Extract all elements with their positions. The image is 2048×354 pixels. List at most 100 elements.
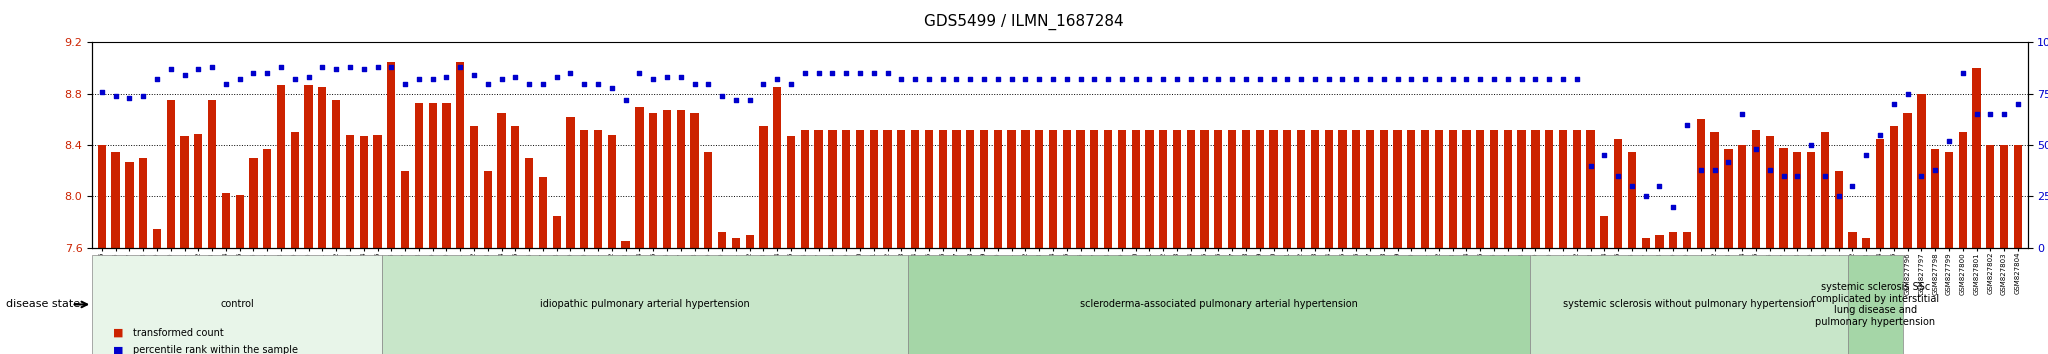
Bar bbox=[111, 152, 119, 248]
Bar bbox=[594, 130, 602, 248]
Point bbox=[485, 76, 518, 82]
Point bbox=[1602, 173, 1634, 179]
Bar bbox=[1655, 235, 1663, 248]
Bar bbox=[1270, 130, 1278, 248]
Bar bbox=[1669, 232, 1677, 248]
Bar bbox=[1352, 130, 1360, 248]
Bar bbox=[209, 100, 217, 248]
Bar bbox=[1366, 130, 1374, 248]
Bar bbox=[1229, 130, 1237, 248]
Point bbox=[1726, 112, 1759, 117]
Point bbox=[375, 64, 408, 70]
Bar bbox=[1765, 136, 1774, 248]
Bar bbox=[1847, 232, 1858, 248]
Bar bbox=[524, 158, 532, 248]
Point bbox=[1065, 76, 1098, 82]
Bar bbox=[457, 62, 465, 248]
Text: idiopathic pulmonary arterial hypertension: idiopathic pulmonary arterial hypertensi… bbox=[541, 299, 750, 309]
Point bbox=[829, 70, 862, 76]
Bar bbox=[827, 130, 836, 248]
Bar bbox=[1296, 130, 1305, 248]
Bar bbox=[98, 145, 106, 248]
Point bbox=[1161, 76, 1194, 82]
Point bbox=[1133, 76, 1165, 82]
Point bbox=[1837, 183, 1870, 189]
Point bbox=[1520, 76, 1552, 82]
Bar bbox=[346, 135, 354, 248]
Point bbox=[360, 64, 393, 70]
Point bbox=[1905, 173, 1937, 179]
Bar bbox=[731, 238, 739, 248]
Bar bbox=[1518, 130, 1526, 248]
Point bbox=[926, 76, 958, 82]
Point bbox=[86, 89, 119, 95]
Point bbox=[1794, 142, 1827, 148]
Point bbox=[885, 76, 918, 82]
Bar bbox=[1794, 152, 1802, 248]
Text: scleroderma-associated pulmonary arterial hypertension: scleroderma-associated pulmonary arteria… bbox=[1079, 299, 1358, 309]
Point bbox=[1010, 76, 1042, 82]
Text: GDS5499 / ILMN_1687284: GDS5499 / ILMN_1687284 bbox=[924, 14, 1124, 30]
Point bbox=[967, 76, 999, 82]
Point bbox=[1712, 159, 1745, 164]
Point bbox=[995, 76, 1028, 82]
Point bbox=[788, 70, 821, 76]
Bar bbox=[1448, 130, 1456, 248]
Point bbox=[1395, 76, 1427, 82]
Bar bbox=[305, 85, 313, 248]
Bar bbox=[2013, 145, 2021, 248]
Point bbox=[526, 81, 559, 86]
Point bbox=[1284, 76, 1317, 82]
Bar bbox=[483, 171, 492, 248]
Point bbox=[1354, 76, 1386, 82]
Bar bbox=[1241, 130, 1249, 248]
Point bbox=[596, 85, 629, 91]
Bar bbox=[1559, 130, 1567, 248]
Point bbox=[940, 76, 973, 82]
Bar bbox=[1090, 130, 1098, 248]
Point bbox=[1092, 76, 1124, 82]
Bar bbox=[1987, 145, 1995, 248]
Point bbox=[430, 75, 463, 80]
Point bbox=[1120, 76, 1153, 82]
Point bbox=[1051, 76, 1083, 82]
Bar bbox=[801, 130, 809, 248]
Bar bbox=[1683, 232, 1692, 248]
Bar bbox=[154, 229, 162, 248]
Bar bbox=[1710, 132, 1718, 248]
Bar bbox=[539, 177, 547, 248]
Bar bbox=[1972, 68, 1980, 248]
Point bbox=[1933, 138, 1966, 144]
Point bbox=[1823, 194, 1855, 199]
Point bbox=[1630, 194, 1663, 199]
Bar bbox=[1462, 130, 1470, 248]
Point bbox=[1587, 153, 1620, 158]
Point bbox=[334, 64, 367, 70]
Bar bbox=[1325, 130, 1333, 248]
Bar bbox=[1696, 119, 1704, 248]
Point bbox=[1339, 76, 1372, 82]
Bar bbox=[1628, 152, 1636, 248]
Bar bbox=[676, 110, 684, 248]
Point bbox=[1313, 76, 1346, 82]
Bar bbox=[1491, 130, 1499, 248]
Point bbox=[954, 76, 987, 82]
Point bbox=[582, 81, 614, 86]
Point bbox=[1642, 183, 1675, 189]
Bar bbox=[1821, 132, 1829, 248]
Point bbox=[182, 66, 215, 72]
Bar bbox=[664, 110, 672, 248]
Point bbox=[113, 95, 145, 101]
Bar bbox=[649, 113, 657, 248]
Bar bbox=[690, 113, 698, 248]
Bar bbox=[1186, 130, 1194, 248]
Bar bbox=[469, 126, 477, 248]
Bar bbox=[553, 216, 561, 248]
Point bbox=[1671, 122, 1704, 127]
Bar bbox=[745, 235, 754, 248]
Point bbox=[1960, 112, 1993, 117]
Point bbox=[1919, 167, 1952, 173]
Bar bbox=[1063, 130, 1071, 248]
Point bbox=[1989, 112, 2021, 117]
FancyBboxPatch shape bbox=[383, 255, 907, 354]
